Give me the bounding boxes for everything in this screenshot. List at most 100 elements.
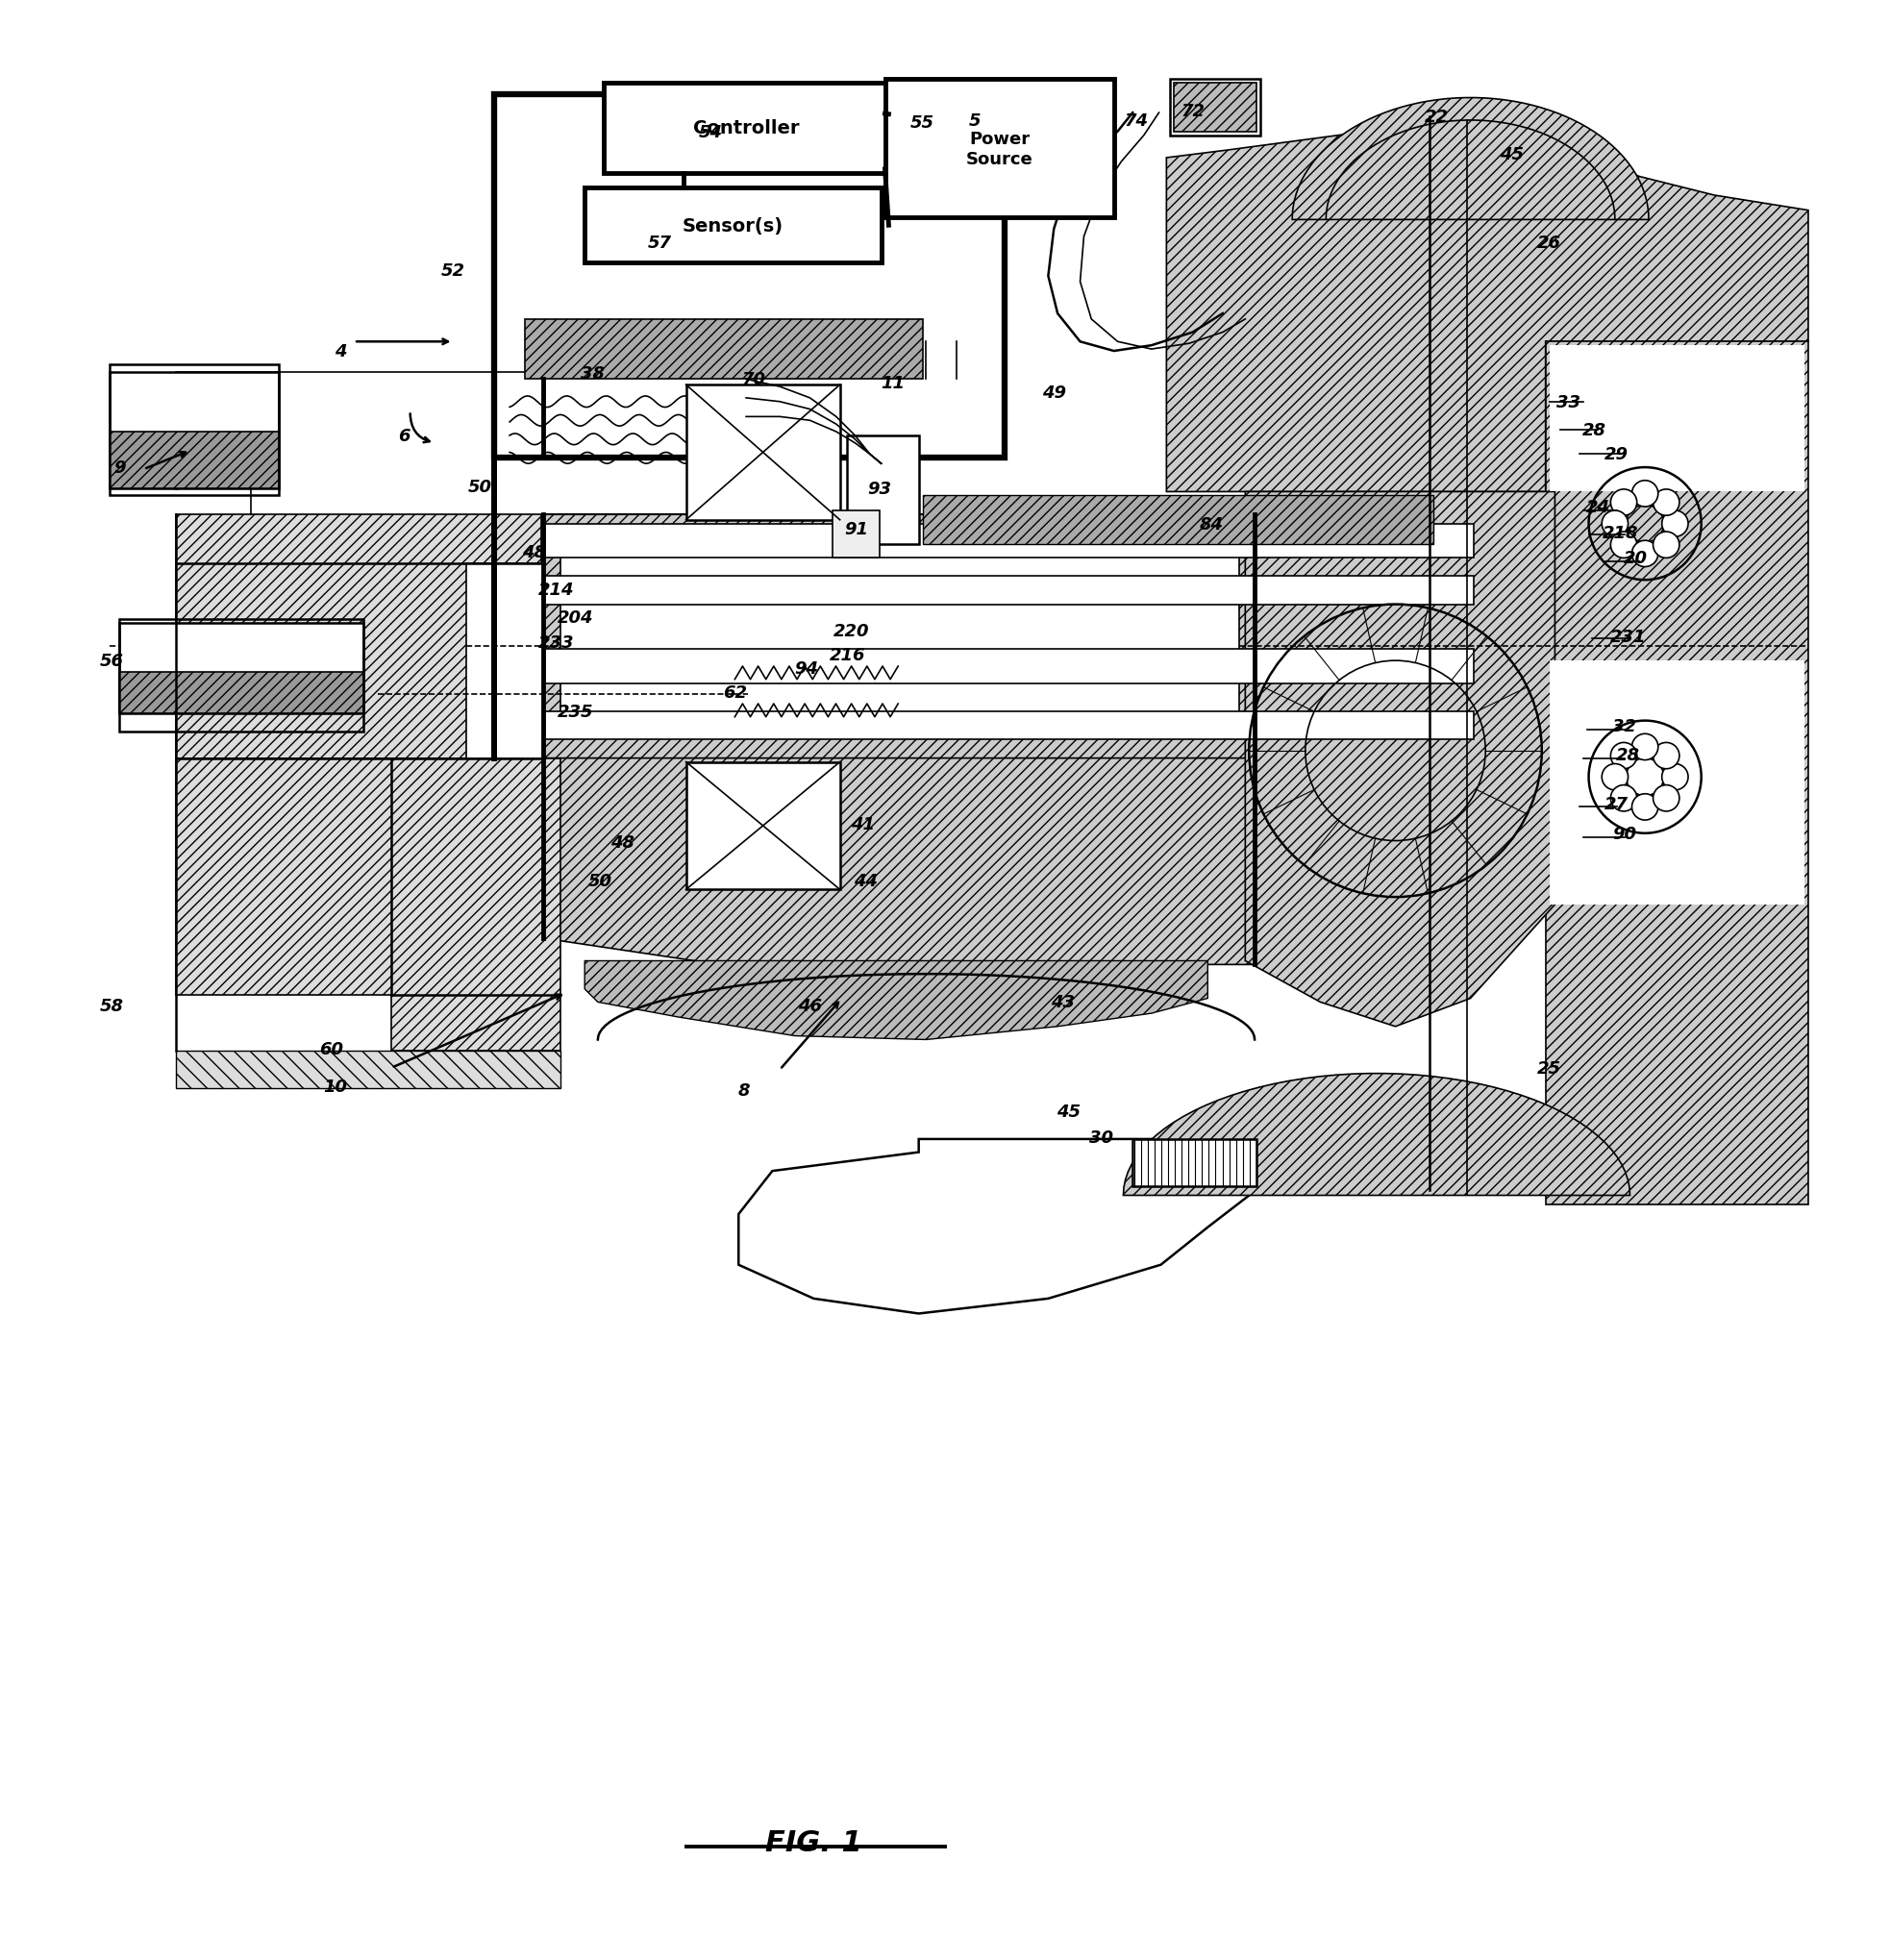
Text: 50: 50 (588, 872, 612, 890)
Text: 24: 24 (1586, 498, 1610, 515)
Circle shape (1631, 735, 1658, 760)
Text: 5: 5 (970, 112, 981, 129)
Text: 52: 52 (440, 263, 465, 280)
Text: 30: 30 (1089, 1129, 1113, 1147)
Text: 58: 58 (100, 998, 123, 1015)
Polygon shape (1246, 492, 1555, 1027)
Text: Power
Source: Power Source (966, 131, 1034, 169)
Text: 74: 74 (1125, 112, 1149, 129)
Text: 8: 8 (739, 1082, 750, 1100)
Polygon shape (1293, 98, 1648, 220)
Bar (686, 762, 839, 890)
Text: 28: 28 (1582, 421, 1606, 439)
Text: 70: 70 (741, 370, 765, 388)
Text: 11: 11 (881, 374, 905, 392)
Text: 41: 41 (850, 815, 875, 833)
Circle shape (1654, 743, 1680, 770)
Text: 33: 33 (1555, 394, 1580, 412)
Text: 45: 45 (1057, 1103, 1081, 1119)
Bar (110, 433, 280, 488)
Text: 44: 44 (854, 872, 879, 890)
Text: 204: 204 (558, 610, 593, 627)
Circle shape (1610, 490, 1637, 515)
Bar (686, 386, 839, 521)
Circle shape (1603, 764, 1627, 790)
Bar (1550, 661, 1805, 906)
Text: 90: 90 (1612, 825, 1637, 843)
Circle shape (1610, 743, 1637, 770)
Bar (119, 672, 363, 713)
Circle shape (1654, 786, 1680, 811)
Circle shape (1610, 786, 1637, 811)
Circle shape (1603, 512, 1627, 537)
Text: 56: 56 (100, 653, 123, 670)
Polygon shape (176, 515, 542, 759)
Text: 235: 235 (558, 704, 593, 721)
Text: 6: 6 (399, 427, 410, 445)
Bar (603, 84, 888, 174)
Text: 26: 26 (1537, 235, 1561, 251)
Circle shape (1661, 764, 1688, 790)
Bar (119, 619, 363, 733)
Text: 48: 48 (610, 835, 635, 853)
Text: 214: 214 (539, 582, 575, 598)
Text: 91: 91 (845, 521, 869, 539)
Polygon shape (1132, 1139, 1257, 1186)
Bar (1174, 84, 1257, 131)
Bar (847, 435, 919, 545)
Circle shape (1631, 480, 1658, 508)
Circle shape (1631, 541, 1658, 566)
Polygon shape (544, 515, 1255, 759)
Text: 25: 25 (1537, 1060, 1561, 1076)
Circle shape (1654, 533, 1680, 559)
Text: 43: 43 (1051, 994, 1075, 1011)
Text: Controller: Controller (694, 120, 799, 137)
Text: Sensor(s): Sensor(s) (682, 218, 784, 235)
Bar (559, 527, 1240, 731)
Polygon shape (739, 1139, 1257, 1313)
Bar (1170, 80, 1261, 135)
Bar (544, 523, 1474, 559)
Text: 93: 93 (868, 480, 892, 498)
Polygon shape (922, 496, 1433, 545)
Text: 27: 27 (1605, 796, 1629, 811)
Polygon shape (1123, 1074, 1629, 1196)
Text: 50: 50 (467, 478, 491, 496)
Text: 4: 4 (335, 343, 346, 361)
Bar (110, 372, 280, 488)
Text: 22: 22 (1425, 108, 1450, 125)
Circle shape (1610, 533, 1637, 559)
Text: 54: 54 (699, 123, 722, 141)
Polygon shape (584, 960, 1208, 1041)
Text: 84: 84 (1200, 515, 1223, 533)
Text: 72: 72 (1181, 104, 1204, 120)
Circle shape (1631, 794, 1658, 821)
Text: 48: 48 (522, 543, 546, 561)
Text: 231: 231 (1610, 627, 1646, 645)
Text: 9: 9 (113, 459, 125, 476)
Text: 60: 60 (319, 1041, 344, 1058)
Text: 49: 49 (1041, 384, 1066, 402)
Bar (584, 188, 881, 263)
Polygon shape (176, 759, 559, 1051)
Bar (885, 80, 1113, 218)
Text: 62: 62 (722, 684, 747, 702)
Bar (544, 651, 1474, 684)
Bar (495, 94, 1005, 459)
Bar (119, 623, 363, 713)
Polygon shape (544, 759, 1255, 976)
Bar (1550, 347, 1805, 492)
Text: 57: 57 (648, 235, 671, 251)
Polygon shape (176, 1051, 559, 1090)
Text: 233: 233 (539, 633, 575, 651)
Polygon shape (1166, 122, 1809, 492)
Text: FIG. 1: FIG. 1 (765, 1829, 862, 1856)
Text: 220: 220 (833, 623, 869, 639)
Circle shape (1661, 512, 1688, 537)
Text: 28: 28 (1616, 747, 1641, 764)
Text: 20: 20 (1624, 549, 1648, 566)
Polygon shape (1546, 343, 1809, 1205)
Text: 45: 45 (1501, 147, 1523, 163)
Text: 46: 46 (798, 998, 822, 1015)
Text: 55: 55 (911, 114, 934, 131)
